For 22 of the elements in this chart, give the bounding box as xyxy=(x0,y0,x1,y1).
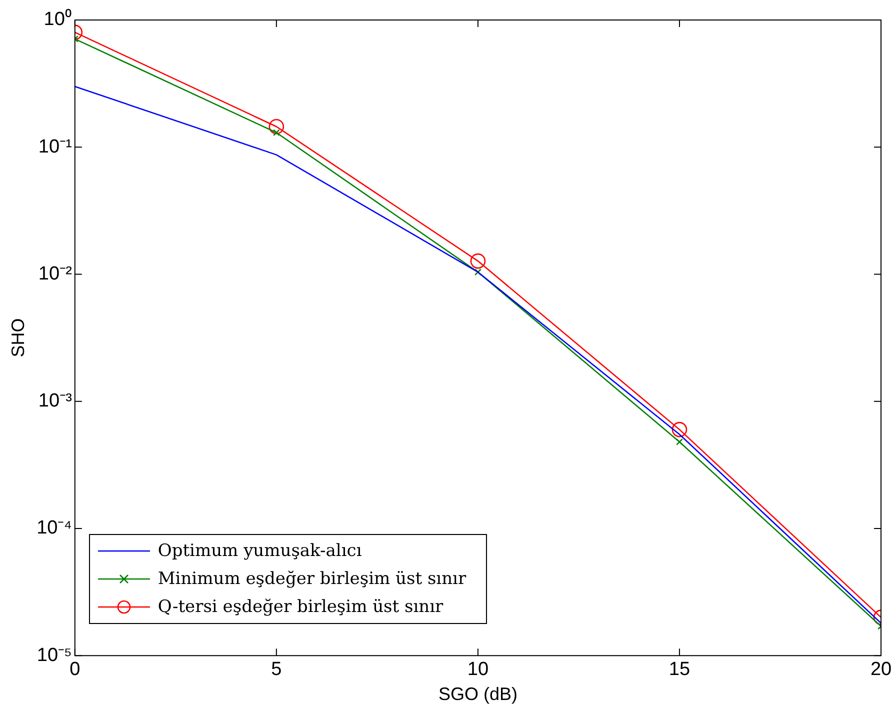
x-tick-label: 0 xyxy=(70,659,80,680)
y-tick-label: 10⁻² xyxy=(38,263,72,284)
y-tick-label: 10⁻⁵ xyxy=(36,644,72,666)
point xyxy=(474,268,482,276)
y-axis-title: SHO xyxy=(8,318,28,358)
point xyxy=(672,422,688,438)
legend-label: Minimum eşdeğer birleşim üst sınır xyxy=(158,568,466,589)
x-axis-title: SGO (dB) xyxy=(438,684,518,704)
y-tick-label: 10⁻⁴ xyxy=(36,518,72,539)
y-tick-label: 10⁻³ xyxy=(38,390,72,412)
legend-label: Q-tersi eşdeğer birleşim üst sınır xyxy=(158,596,444,617)
point xyxy=(470,253,486,269)
x-tick-label: 20 xyxy=(870,659,892,680)
point xyxy=(272,129,280,136)
y-tick-label: 10⁻¹ xyxy=(38,136,72,158)
x-tick-label: 10 xyxy=(467,659,489,680)
legend-label: Optimum yumuşak-alıcı xyxy=(158,540,362,561)
y-tick-label: 10⁰ xyxy=(44,8,72,30)
x-tick-label: 5 xyxy=(271,659,282,680)
point xyxy=(268,118,284,134)
point xyxy=(676,438,683,446)
x-tick-label: 15 xyxy=(668,659,690,680)
